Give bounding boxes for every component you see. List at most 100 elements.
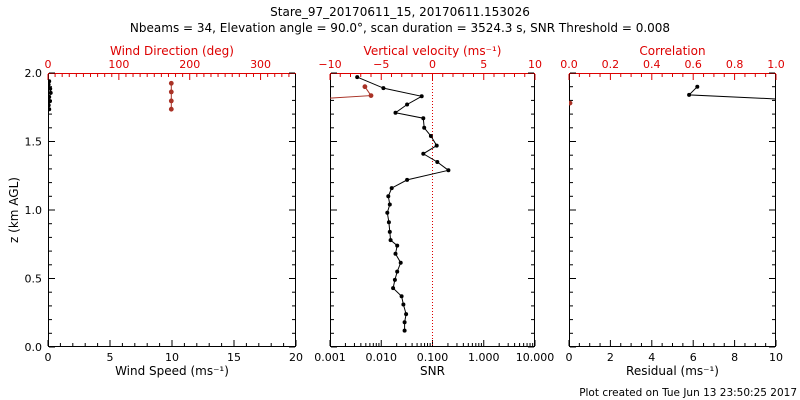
tick-label: 0.4 — [643, 58, 661, 71]
series-snr-profile — [355, 75, 451, 333]
data-point — [168, 80, 174, 86]
data-point — [48, 95, 52, 99]
data-point — [428, 134, 433, 138]
tick-label: 0 — [45, 351, 52, 364]
data-point — [401, 302, 406, 307]
series-correlation — [569, 100, 573, 106]
data-point — [405, 102, 410, 107]
tick-label: 0 — [566, 351, 573, 364]
data-point — [355, 75, 360, 80]
height-axis-title: z (km AGL) — [7, 177, 21, 243]
tick-label: 0.5 — [25, 273, 43, 286]
data-point — [385, 210, 390, 215]
tick-label: 15 — [227, 351, 241, 364]
tick-label: 1.0 — [767, 58, 785, 71]
series-residual-profile — [687, 84, 776, 100]
tick-label: 0.010 — [366, 351, 398, 364]
data-point — [404, 312, 409, 317]
tick-label: 5 — [107, 351, 114, 364]
data-point — [389, 186, 394, 191]
tick-label: 10 — [165, 351, 179, 364]
data-point — [422, 125, 427, 130]
data-point — [48, 107, 52, 112]
plot-title: Stare_97_20170611_15, 20170611.153026 — [270, 5, 530, 19]
vertical-velocity-axis-title: Vertical velocity (ms⁻¹) — [363, 44, 502, 58]
data-point — [405, 177, 410, 182]
tick-label: 1.0 — [25, 204, 43, 217]
tick-label: 0.001 — [314, 351, 346, 364]
wind-direction-axis-title: Wind Direction (deg) — [110, 44, 234, 58]
tick-label: 100 — [108, 58, 129, 71]
data-point — [368, 93, 374, 98]
data-point — [393, 110, 398, 115]
data-point — [386, 220, 391, 225]
snr-axis-title: SNR — [420, 364, 445, 378]
data-point — [392, 277, 397, 282]
tick-label: 0.0 — [25, 341, 43, 354]
correlation-axis-title: Correlation — [639, 44, 706, 58]
tick-label: 2.0 — [25, 67, 43, 80]
residual-axis-title: Residual (ms⁻¹) — [626, 364, 719, 378]
data-point — [435, 160, 440, 164]
tick-label: 0.0 — [560, 58, 578, 71]
plot-credit: Plot created on Tue Jun 13 23:50:25 2017 — [579, 387, 797, 399]
tick-label: −5 — [373, 58, 389, 71]
data-point — [687, 92, 692, 97]
data-point — [421, 151, 426, 156]
data-point — [421, 116, 426, 121]
data-point — [395, 243, 400, 248]
data-point — [48, 82, 51, 87]
tick-label: 0.2 — [602, 58, 620, 71]
data-point — [381, 86, 386, 91]
data-point — [312, 97, 317, 102]
data-point — [402, 320, 407, 325]
data-point — [168, 98, 174, 104]
tick-label: 5 — [480, 58, 487, 71]
data-point — [48, 103, 51, 108]
data-point — [419, 94, 424, 99]
data-point — [695, 84, 700, 89]
panel-frame — [48, 73, 296, 347]
data-point — [395, 269, 400, 274]
data-point — [399, 294, 404, 299]
data-point — [569, 100, 573, 106]
tick-label: 10.000 — [516, 351, 555, 364]
data-point — [48, 99, 52, 104]
data-point — [387, 202, 392, 207]
tick-label: 1.000 — [468, 351, 500, 364]
data-point — [48, 86, 53, 91]
tick-label: 2 — [607, 351, 614, 364]
data-point — [402, 328, 407, 333]
tick-label: 0 — [45, 58, 52, 71]
tick-label: −10 — [318, 58, 341, 71]
tick-label: 6 — [690, 351, 697, 364]
tick-label: 0.100 — [417, 351, 449, 364]
data-point — [48, 79, 52, 84]
tick-label: 4 — [648, 351, 655, 364]
data-point — [393, 251, 398, 256]
data-point — [446, 168, 451, 173]
plot-subtitle: Nbeams = 34, Elevation angle = 90.0°, sc… — [129, 21, 671, 35]
data-point — [168, 106, 174, 112]
tick-label: 10 — [528, 58, 542, 71]
panel-residual: 0 2 4 6 8 10 0.0 0.2 0.4 0.6 0.8 1.0 — [560, 58, 785, 364]
series-wind-direction — [168, 80, 174, 112]
data-point — [434, 143, 439, 148]
data-point — [388, 238, 393, 243]
tick-label: 8 — [731, 351, 738, 364]
data-point — [168, 89, 174, 95]
panel-frame — [569, 73, 776, 347]
tick-label: 1.5 — [25, 136, 43, 149]
data-point — [391, 286, 396, 291]
data-point — [398, 260, 403, 265]
data-point — [48, 90, 53, 95]
series-vertical-velocity — [312, 84, 374, 102]
data-point — [362, 84, 368, 90]
series-wind-speed — [48, 79, 53, 112]
tick-label: 0.6 — [684, 58, 702, 71]
tick-label: 200 — [179, 58, 200, 71]
wind-speed-axis-title: Wind Speed (ms⁻¹) — [115, 364, 229, 378]
